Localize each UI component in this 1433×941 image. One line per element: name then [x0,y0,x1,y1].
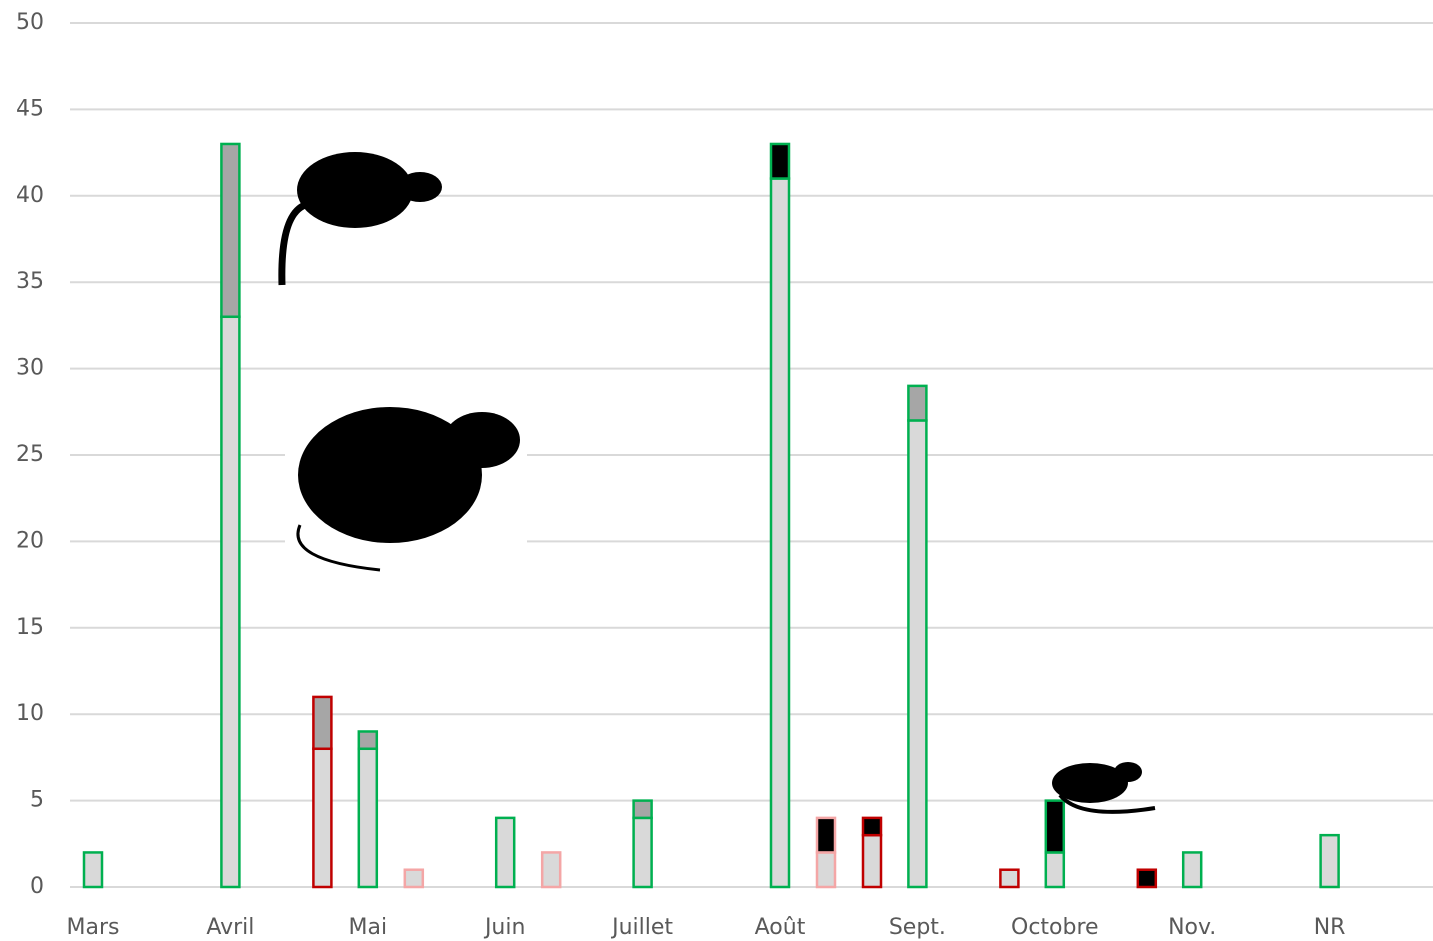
silhouette [1052,763,1128,803]
bar-segment [220,142,241,319]
bar-segment [82,851,104,889]
bar-segment [1181,851,1203,889]
y-tick-label: 50 [16,10,44,35]
x-tick-label: Octobre [1011,915,1099,940]
silhouette [444,412,520,468]
x-tick-label: Août [755,915,806,940]
silhouette [298,407,482,543]
x-tick-label: Nov. [1168,915,1216,940]
silhouette [1058,793,1156,814]
bar-segment [769,142,791,180]
y-tick-label: 45 [16,96,44,121]
y-tick-label: 0 [30,874,44,899]
bar-segment [815,851,837,889]
bar-segment [769,177,791,889]
silhouette [296,524,381,572]
bar-segment [220,315,241,889]
bar-segment [312,695,333,751]
x-tick-label: Sept. [889,915,946,940]
x-tick-label: Mars [67,915,120,940]
y-tick-label: 25 [16,442,44,467]
bar-segment [999,868,1020,889]
bar-segment [494,816,516,889]
bars [82,142,1340,889]
bar-segment [632,816,653,889]
bar-segment [1136,868,1158,889]
bar-segment [907,384,928,422]
bar-segment [403,868,425,889]
bar-segment [861,816,883,837]
silhouette [297,152,413,228]
x-tick-label: Juin [483,915,526,940]
y-tick-label: 15 [16,615,44,640]
y-tick-label: 30 [16,356,44,381]
bar-segment [1319,833,1340,889]
bar-segment [1044,799,1066,854]
y-tick-label: 20 [16,528,44,553]
bar-segment [1044,851,1066,889]
silhouette [398,172,442,202]
x-tick-label: NR [1314,915,1346,940]
bar-segment [312,747,333,889]
bar-segment [357,730,379,751]
silhouette [1114,762,1142,782]
bar-segment [907,419,928,889]
bar-segment [632,799,653,820]
y-tick-label: 5 [30,788,44,813]
x-tick-label: Juillet [610,915,673,940]
rodent-silhouettes [278,152,1156,814]
y-tick-label: 40 [16,183,44,208]
y-tick-label: 10 [16,701,44,726]
x-tick-label: Avril [206,915,254,940]
y-tick-label: 35 [16,269,44,294]
bar-segment [540,851,562,889]
bar-segment [861,833,883,889]
silhouette [278,201,307,286]
x-tick-label: Mai [349,915,388,940]
bar-segment [357,747,379,889]
bar-segment [815,816,837,854]
